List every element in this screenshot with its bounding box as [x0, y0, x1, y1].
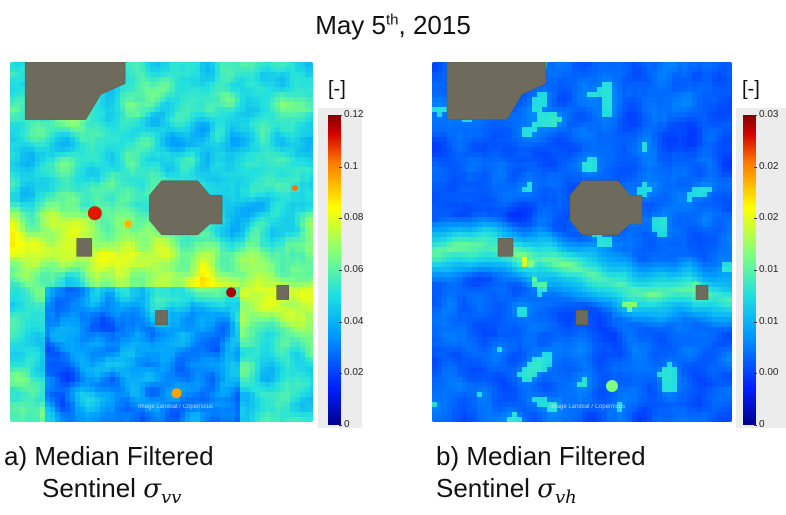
hotspot-3 — [171, 388, 182, 399]
caption-b: b) Median Filtered Sentinel σvh — [436, 440, 646, 514]
mask-square-3 — [276, 284, 290, 300]
caption-b-line2: Sentinel σvh — [436, 473, 577, 509]
urban-mask-top — [24, 62, 126, 120]
colorbar-tick-mark — [339, 321, 342, 323]
caption-a: a) Median Filtered Sentinel σvv — [4, 440, 214, 514]
heatmap-vh-canvas — [432, 62, 732, 422]
colorbar-tick-mark — [339, 270, 342, 271]
colorbar-b — [743, 115, 756, 425]
colorbar-tick-mark — [339, 218, 342, 220]
caption-a-line2: Sentinel σvv — [42, 473, 182, 509]
colorbar-tick-label: 0.02 — [759, 212, 779, 224]
colorbar-tick-mark — [754, 166, 757, 168]
heatmap-sigma-vh: Image Landsat / Copernicus — [432, 62, 732, 422]
colorbar-tick-label: 0.01 — [759, 264, 779, 275]
colorbar-tick-label: 0.03 — [759, 109, 779, 120]
colorbar-tick-label: 0.00 — [759, 367, 779, 379]
mask-square-3 — [695, 284, 709, 300]
urban-mask-center — [149, 180, 223, 236]
mask-square-2 — [155, 310, 168, 326]
colorbar-tick-label: 0.1 — [344, 160, 358, 172]
colorbar-tick-label: 0 — [759, 419, 765, 430]
colorbar-tick-mark — [339, 115, 342, 116]
colorbar-tick-label: 0.01 — [759, 315, 779, 327]
mask-square-1 — [76, 238, 93, 257]
mask-square-1 — [497, 238, 514, 257]
colorbar-tick-label: 0.02 — [759, 160, 779, 172]
colorbar-tick-label: 0.06 — [344, 264, 364, 275]
hotspot-1 — [527, 259, 535, 268]
colorbar-tick-mark — [754, 270, 757, 271]
sigma-vh-symbol: σvh — [537, 474, 577, 509]
colorbar-tick-label: 0 — [344, 419, 350, 430]
caption-a-line1: a) Median Filtered — [4, 441, 214, 471]
urban-mask-center — [569, 180, 643, 236]
colorbar-tick-mark — [754, 425, 757, 426]
colorbar-tick-label: 0.02 — [344, 367, 364, 379]
caption-b-line1: b) Median Filtered — [436, 441, 646, 471]
hotspot-0 — [606, 380, 618, 392]
hotspot-0 — [87, 206, 102, 221]
image-credit-watermark: Image Landsat / Copernicus — [138, 404, 214, 410]
heatmap-sigma-vv: Image Landsat / Copernicus — [10, 62, 313, 422]
colorbar-tick-mark — [339, 373, 342, 375]
colorbar-tick-mark — [339, 425, 342, 426]
colorbar-a — [328, 115, 341, 425]
figure-title: May 5th, 2015 — [315, 10, 471, 40]
colorbar-tick-label: 0.08 — [344, 212, 364, 224]
colorbar-tick-mark — [754, 218, 757, 220]
hotspot-2 — [226, 287, 237, 298]
colorbar-tick-mark — [339, 166, 342, 168]
heatmap-vv-canvas — [10, 62, 313, 422]
colorbar-tick-label: 0.12 — [344, 109, 364, 120]
colorbar-tick-mark — [754, 373, 757, 375]
sigma-vv-symbol: σvv — [143, 474, 182, 509]
colorbar-unit-b: [-] — [742, 78, 760, 100]
colorbar-tick-mark — [754, 321, 757, 323]
colorbar-tick-label: 0.04 — [344, 315, 364, 327]
hotspot-4 — [291, 185, 298, 191]
mask-square-2 — [575, 310, 589, 326]
hotspot-1 — [124, 220, 133, 228]
image-credit-watermark-b: Image Landsat / Copernicus — [550, 404, 626, 410]
urban-mask-top — [446, 62, 547, 120]
colorbar-tick-mark — [754, 115, 757, 116]
colorbar-unit-a: [-] — [328, 78, 346, 100]
